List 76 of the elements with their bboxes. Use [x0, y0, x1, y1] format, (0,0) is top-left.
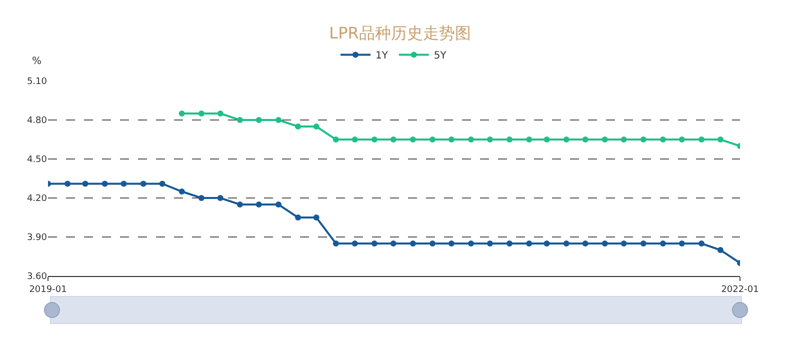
- point: [486, 240, 493, 246]
- point: [660, 136, 666, 142]
- point: [602, 136, 608, 142]
- point: [295, 214, 302, 220]
- point: [544, 240, 550, 246]
- point: [526, 136, 532, 142]
- point: [678, 240, 685, 246]
- point: [582, 136, 588, 142]
- point: [430, 240, 436, 246]
- point: [371, 136, 378, 142]
- point: [102, 180, 108, 187]
- point: [236, 202, 243, 208]
- y-axis-title: %: [32, 56, 42, 67]
- point: [640, 240, 646, 246]
- point: [486, 136, 493, 142]
- point: [717, 247, 724, 253]
- point: [468, 136, 474, 142]
- point: [717, 136, 724, 142]
- point: [198, 110, 204, 116]
- point: [275, 202, 282, 208]
- point: [526, 240, 532, 246]
- point: [678, 136, 685, 142]
- point: [120, 180, 127, 187]
- point: [256, 202, 262, 208]
- y-tick-label: 4.20: [26, 194, 48, 204]
- point: [140, 180, 146, 187]
- point: [468, 240, 474, 246]
- point: [332, 136, 339, 142]
- point: [620, 240, 627, 246]
- point: [178, 188, 185, 194]
- x-tick-label: 2019-01: [29, 284, 67, 295]
- legend-label: 5Y: [434, 50, 448, 62]
- y-tick-label: 5.10: [26, 77, 48, 88]
- point: [217, 195, 224, 201]
- point: [448, 240, 454, 246]
- point: [390, 240, 396, 246]
- point: [64, 180, 71, 187]
- point: [602, 240, 608, 246]
- y-tick-label: 4.80: [26, 116, 48, 126]
- point: [256, 117, 262, 123]
- point: [544, 136, 550, 142]
- y-tick-label: 4.50: [26, 155, 48, 166]
- point: [506, 240, 513, 246]
- point: [698, 136, 704, 142]
- point: [236, 117, 243, 123]
- point: [178, 110, 185, 116]
- point: [332, 240, 339, 246]
- point: [430, 136, 436, 142]
- point: [563, 136, 570, 142]
- point: [698, 240, 704, 246]
- point: [313, 124, 320, 130]
- point: [313, 214, 320, 220]
- point: [352, 136, 358, 142]
- chart-title: LPR品种历史走势图: [329, 24, 471, 43]
- point: [448, 136, 454, 142]
- point: [506, 136, 513, 142]
- point: [352, 240, 358, 246]
- point: [410, 240, 416, 246]
- point: [371, 240, 378, 246]
- point: [620, 136, 627, 142]
- point: [582, 240, 588, 246]
- point: [660, 240, 666, 246]
- point: [295, 124, 302, 130]
- point: [217, 110, 224, 116]
- point: [640, 136, 646, 142]
- x-tick-label: 2022-01: [721, 284, 759, 295]
- point: [198, 195, 204, 201]
- y-tick-label: 3.90: [26, 233, 48, 244]
- point: [410, 136, 416, 142]
- point: [390, 136, 396, 142]
- y-tick-label: 3.60: [26, 272, 48, 282]
- legend-label: 1Y: [376, 50, 389, 62]
- point: [82, 180, 88, 187]
- point: [563, 240, 570, 246]
- point: [159, 180, 166, 187]
- point: [275, 117, 282, 123]
